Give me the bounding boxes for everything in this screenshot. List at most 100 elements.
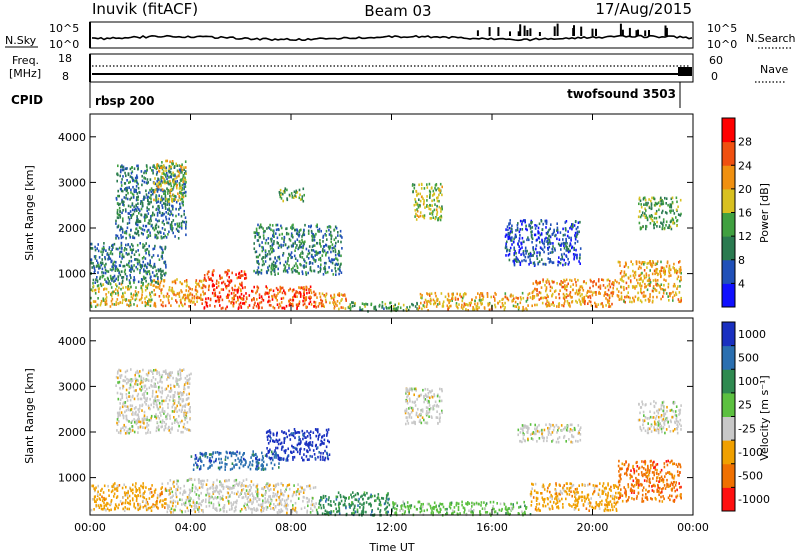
power-cell (161, 237, 163, 240)
power-cell (122, 166, 124, 169)
power-scatter-cells (90, 160, 682, 313)
power-cell (385, 303, 387, 306)
power-cell (178, 195, 180, 198)
power-cell (160, 198, 162, 201)
power-cell (134, 279, 136, 282)
power-cell (271, 263, 273, 266)
power-cell (634, 287, 636, 290)
power-cell (242, 302, 244, 305)
power-cell (281, 297, 283, 300)
power-cell (598, 278, 600, 281)
velocity-cell (339, 507, 341, 510)
power-cell (179, 184, 181, 187)
power-cell (547, 257, 549, 260)
power-cell (424, 206, 426, 209)
power-cell (298, 292, 300, 295)
power-cell (163, 285, 165, 288)
velocity-cell (209, 493, 211, 496)
power-cell (245, 301, 247, 304)
power-cell (288, 264, 290, 267)
power-cell (302, 252, 304, 255)
power-cell (151, 291, 153, 294)
power-cell (139, 254, 141, 257)
velocity-cell (129, 495, 131, 498)
velocity-cell (216, 486, 218, 489)
power-cell (649, 284, 651, 287)
power-cell (298, 286, 300, 289)
velocity-cell (179, 509, 181, 512)
power-cell (272, 234, 274, 237)
power-cell (303, 287, 305, 290)
power-cell (131, 260, 133, 263)
power-cell (291, 268, 293, 271)
velocity-cell (310, 507, 312, 510)
power-cell (537, 282, 539, 285)
power-cell (624, 296, 626, 299)
power-cell (448, 293, 450, 296)
power-cell (511, 231, 513, 234)
power-cell (139, 260, 141, 263)
power-cell (458, 303, 460, 306)
power-cell (578, 292, 580, 295)
power-cell (117, 298, 119, 301)
power-cell (576, 228, 578, 231)
power-cell (456, 304, 458, 307)
power-cell (100, 251, 102, 254)
power-cell (94, 281, 96, 284)
power-cell (495, 293, 497, 296)
power-cell (142, 257, 144, 260)
power-cell (298, 235, 300, 238)
power-cell (595, 305, 597, 308)
power-cell (354, 302, 356, 305)
power-cell (309, 261, 311, 264)
power-cell (553, 304, 555, 307)
power-cell (241, 284, 243, 287)
power-cell (680, 214, 682, 217)
power-cell (120, 274, 122, 277)
velocity-cell (131, 490, 133, 493)
power-cell (514, 236, 516, 239)
power-cell (641, 301, 643, 304)
velocity-cell (328, 503, 330, 506)
power-cell (181, 179, 183, 182)
power-cell (531, 255, 533, 258)
power-cell (499, 300, 501, 303)
power-cell (125, 187, 127, 190)
power-cell (127, 253, 129, 256)
power-cell (136, 185, 138, 188)
power-cell (135, 258, 137, 261)
power-cell (275, 262, 277, 265)
power-cell (103, 299, 105, 302)
power-cell (659, 285, 661, 288)
power-cell (440, 207, 442, 210)
power-cell (185, 216, 187, 219)
velocity-cell (313, 487, 315, 490)
power-cell (489, 303, 491, 306)
velocity-cell (223, 486, 225, 489)
power-cell (532, 292, 534, 295)
power-cell (594, 302, 596, 305)
power-cell (133, 248, 135, 251)
power-cell (323, 235, 325, 238)
power-cell (205, 286, 207, 289)
power-cell (102, 262, 104, 265)
power-cell (616, 288, 618, 291)
power-cell (303, 229, 305, 232)
power-cell (423, 304, 425, 307)
velocity-cell (125, 486, 127, 489)
power-cell (520, 242, 522, 245)
power-cell (154, 263, 156, 266)
power-cell (573, 253, 575, 256)
power-cell (146, 181, 148, 184)
power-cell (235, 294, 237, 297)
power-cell (577, 231, 579, 234)
power-cell (520, 263, 522, 266)
power-cell (155, 208, 157, 211)
power-cell (504, 306, 506, 309)
velocity-cell (344, 496, 346, 499)
power-ytick-label: 4000 (58, 131, 86, 144)
power-cell (154, 214, 156, 217)
power-cell (273, 290, 275, 293)
power-cell (97, 271, 99, 274)
power-cell (334, 238, 336, 241)
